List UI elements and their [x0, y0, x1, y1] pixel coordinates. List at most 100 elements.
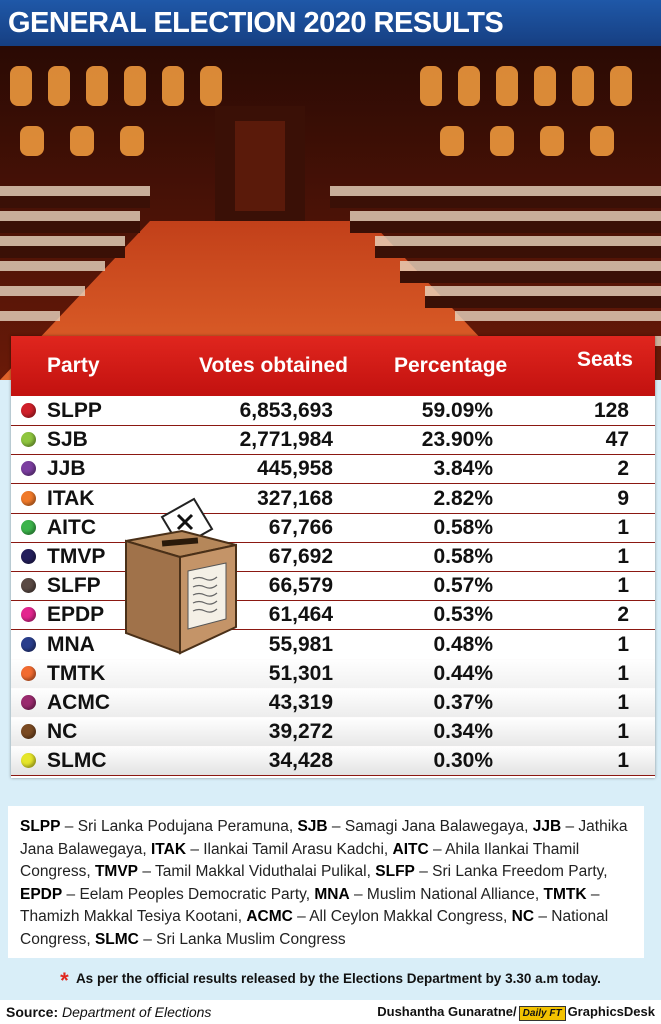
legend-name: Ahila Ilankai Thamil Congress — [20, 840, 580, 881]
legend-abbr: ITAK — [151, 840, 187, 858]
legend-name: Eelam Peoples Democratic Party — [79, 885, 306, 903]
party-color-dot — [21, 665, 36, 681]
seats-cell: 1 — [617, 720, 629, 744]
seats-cell: 1 — [617, 691, 629, 714]
percentage-cell: 59.09% — [421, 399, 493, 422]
party-color-dot — [21, 636, 36, 652]
table-row: NC 39,272 0.34% 1 — [11, 717, 655, 748]
legend-name: Sri Lanka Freedom Party — [432, 863, 604, 880]
source-credit: Source: Department of Elections — [6, 1004, 211, 1020]
column-header-party: Party — [47, 354, 100, 377]
table-row: SLFP 66,579 0.57% 1 — [11, 571, 655, 602]
seats-cell: 128 — [593, 399, 629, 422]
party-cell: SLFP — [47, 574, 101, 598]
party-cell: AITC — [47, 515, 96, 539]
party-color-dot — [21, 578, 36, 594]
party-color-dot — [21, 461, 36, 477]
party-color-dot — [21, 432, 36, 448]
party-color-dot — [21, 724, 36, 740]
votes-cell: 6,853,693 — [239, 399, 333, 422]
seats-cell: 1 — [617, 574, 629, 598]
seats-cell: 1 — [617, 632, 629, 656]
table-row: MNA 55,981 0.48% 1 — [11, 630, 655, 660]
party-cell: JJB — [47, 457, 86, 481]
percentage-cell: 0.58% — [433, 515, 493, 539]
seats-cell: 1 — [617, 545, 629, 568]
table-row: TMVP 67,692 0.58% 1 — [11, 542, 655, 572]
footer-bar: Source: Department of Elections Dushanth… — [0, 1000, 661, 1024]
party-color-dot — [21, 607, 36, 623]
votes-cell: 327,168 — [257, 486, 333, 510]
page-title: GENERAL ELECTION 2020 RESULTS — [8, 7, 504, 39]
daily-ft-logo: Daily FT — [518, 1006, 566, 1021]
title-banner: GENERAL ELECTION 2020 RESULTS — [0, 0, 661, 46]
graphics-desk-label: GraphicsDesk — [567, 1004, 655, 1019]
party-cell: SJB — [47, 428, 88, 452]
seats-cell: 1 — [617, 515, 629, 539]
footnote: * As per the official results released b… — [0, 968, 661, 994]
legend-text: SLPP – Sri Lanka Podujana Peramuna, SJB … — [20, 818, 628, 948]
percentage-cell: 3.84% — [433, 457, 493, 481]
votes-cell: 51,301 — [268, 661, 333, 685]
parliament-photo — [0, 46, 661, 380]
votes-cell: 67,692 — [268, 545, 333, 568]
legend-name: National Congress — [20, 908, 609, 948]
seats-cell: 2 — [617, 457, 629, 481]
table-row: AITC 67,766 0.58% 1 — [11, 513, 655, 543]
legend-name: Muslim National Alliance — [366, 885, 535, 903]
table-row: SLMC 34,428 0.30% 1 — [11, 746, 655, 777]
percentage-cell: 23.90% — [421, 428, 493, 452]
party-color-dot — [21, 753, 36, 769]
votes-cell: 67,766 — [268, 515, 333, 539]
party-cell: ACMC — [47, 691, 110, 714]
party-color-dot — [21, 490, 36, 506]
table-row: SLPP 6,853,693 59.09% 128 — [11, 396, 655, 426]
legend-name: Sri Lanka Muslim Congress — [156, 930, 346, 948]
table-row: ACMC 43,319 0.37% 1 — [11, 688, 655, 718]
table-row: JJB 445,958 3.84% 2 — [11, 454, 655, 485]
percentage-cell: 0.57% — [433, 574, 493, 598]
legend-name: Sri Lanka Podujana Peramuna — [77, 818, 289, 835]
party-color-dot — [21, 549, 36, 564]
column-header-seats: Seats — [576, 348, 633, 371]
party-cell: SLMC — [47, 749, 107, 773]
party-cell: TMTK — [47, 661, 106, 685]
party-cell: TMVP — [47, 545, 106, 568]
party-cell: EPDP — [47, 603, 105, 627]
party-cell: SLPP — [47, 399, 102, 422]
legend-abbr: SJB — [297, 818, 328, 835]
table-row: TMTK 51,301 0.44% 1 — [11, 658, 655, 689]
footnote-text: As per the official results released by … — [75, 971, 601, 986]
legend-abbr: EPDP — [20, 885, 63, 903]
designer-name: Dushantha Gunaratne/ — [377, 1004, 517, 1019]
votes-cell: 39,272 — [268, 720, 333, 744]
column-header-percentage: Percentage — [394, 354, 508, 377]
legend-name: Ilankai Tamil Arasu Kadchi — [203, 840, 384, 858]
votes-cell: 61,464 — [268, 603, 333, 627]
party-color-dot — [21, 403, 36, 418]
legend-name: All Ceylon Makkal Congress — [309, 908, 504, 925]
party-cell: ITAK — [47, 486, 95, 510]
legend-abbr: MNA — [314, 885, 350, 903]
votes-cell: 55,981 — [268, 632, 333, 656]
legend-name: Tamil Makkal Viduthalai Pulikal — [154, 863, 367, 880]
party-color-dot — [21, 695, 36, 710]
percentage-cell: 0.37% — [433, 691, 493, 714]
legend-name: Thamizh Makkal Tesiya Kootani — [20, 908, 238, 925]
party-color-dot — [21, 519, 36, 535]
table-row: ITAK 327,168 2.82% 9 — [11, 484, 655, 514]
table-row: SJB 2,771,984 23.90% 47 — [11, 425, 655, 456]
votes-cell: 2,771,984 — [239, 428, 333, 452]
legend-abbr: SLMC — [94, 930, 139, 948]
legend-abbr: NC — [511, 908, 535, 925]
seats-cell: 47 — [605, 428, 629, 452]
source-label: Source: — [6, 1004, 59, 1020]
votes-cell: 445,958 — [257, 457, 333, 481]
seats-cell: 9 — [617, 486, 629, 510]
percentage-cell: 0.53% — [433, 603, 493, 627]
percentage-cell: 0.30% — [433, 749, 493, 773]
legend-name: Samagi Jana Balawegaya — [344, 818, 525, 835]
percentage-cell: 0.44% — [433, 661, 493, 685]
asterisk-icon: * — [60, 968, 69, 993]
votes-cell: 43,319 — [268, 691, 333, 714]
